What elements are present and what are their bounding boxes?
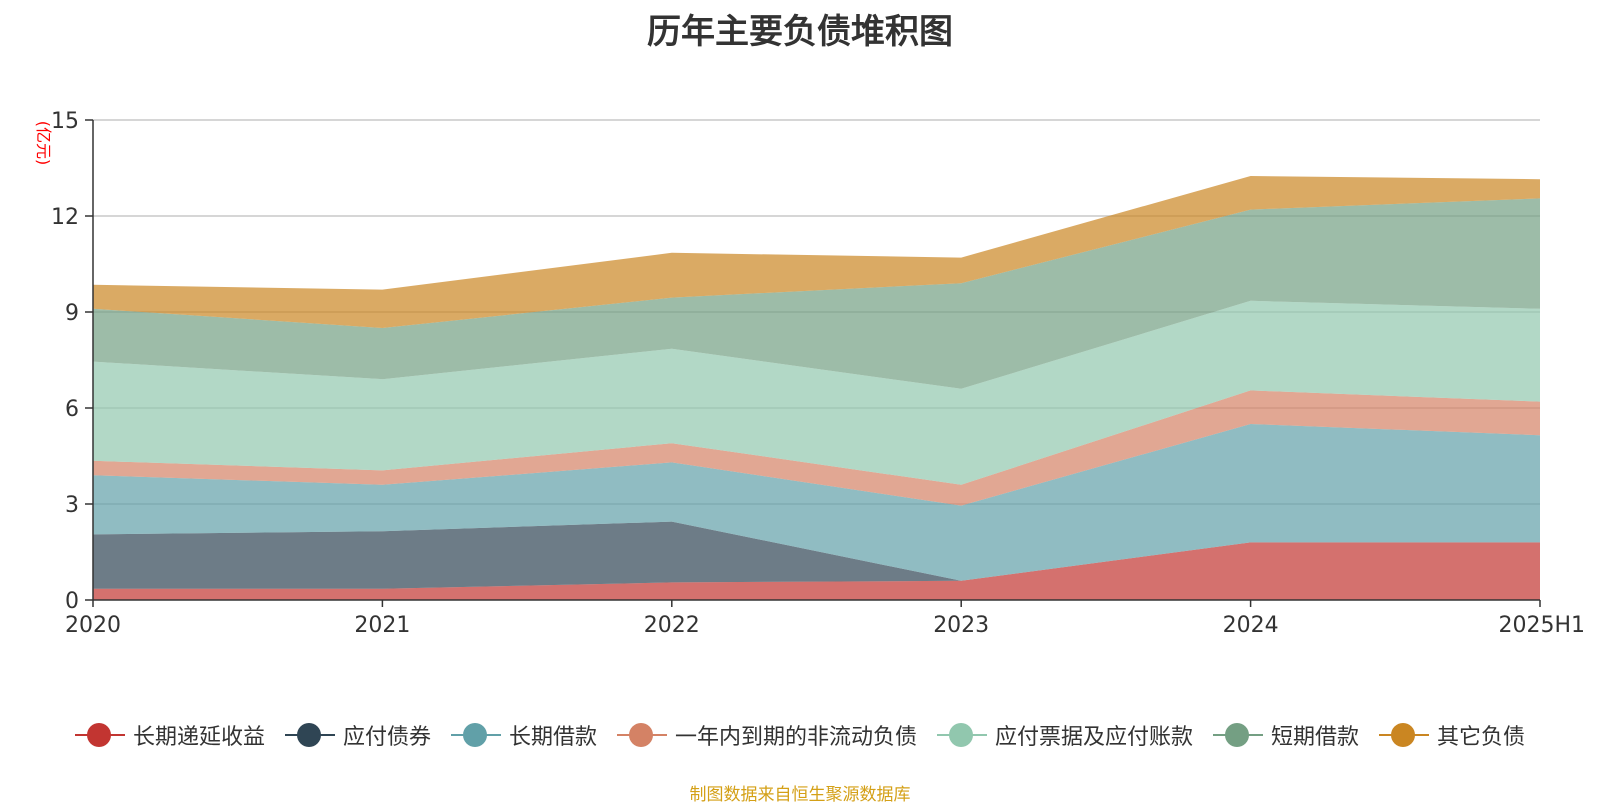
legend-item[interactable]: 应付票据及应付账款 <box>937 719 1193 751</box>
legend-marker-icon <box>616 720 667 750</box>
x-tick-label: 2020 <box>65 613 121 638</box>
legend-marker-icon <box>450 720 501 750</box>
y-tick-label: 12 <box>51 205 79 230</box>
data-source-note: 制图数据来自恒生聚源数据库 <box>689 785 911 805</box>
y-tick-label: 3 <box>65 493 79 518</box>
area-series-2 <box>93 424 1540 581</box>
y-tick-label: 15 <box>51 109 79 134</box>
area-series-5 <box>93 198 1540 389</box>
axes <box>85 119 1541 607</box>
x-tick-label: 2025H1 <box>1498 613 1585 638</box>
tick-labels: 0 3 6 9 12 15 2020 2021 2022 2023 2024 2025H1 <box>51 109 1585 638</box>
legend-marker-icon <box>1379 720 1430 750</box>
legend-item[interactable]: 长期递延收益 <box>74 719 265 751</box>
legend-marker-icon <box>1213 720 1264 750</box>
legend-item[interactable]: 一年内到期的非流动负债 <box>616 719 917 751</box>
legend-label: 一年内到期的非流动负债 <box>674 725 917 750</box>
y-axis-label: (亿元) <box>34 121 53 166</box>
y-tick-label: 9 <box>65 301 79 326</box>
area-series-4 <box>93 300 1540 485</box>
area-series <box>93 176 1540 600</box>
legend-label: 短期借款 <box>1271 725 1360 750</box>
legend: 长期递延收益 应付债券 长期借款 一年内到期的非流动负债 应付票据及应付账款 短期借款 其它… <box>0 718 1600 752</box>
legend-item[interactable]: 长期借款 <box>450 719 597 751</box>
area-series-3 <box>93 390 1540 506</box>
legend-item[interactable]: 应付债券 <box>284 719 431 751</box>
y-tick-label: 6 <box>65 397 79 422</box>
legend-marker-icon <box>937 720 987 750</box>
legend-marker-icon <box>284 720 335 750</box>
y-tick-label: 0 <box>65 589 79 614</box>
area-series-6 <box>93 176 1540 328</box>
x-tick-label: 2022 <box>644 613 700 638</box>
chart-title: 历年主要负债堆积图 <box>647 12 953 52</box>
x-tick-label: 2024 <box>1223 613 1279 638</box>
area-series-0 <box>93 542 1540 600</box>
legend-item[interactable]: 其它负债 <box>1379 719 1525 751</box>
legend-label: 应付债券 <box>342 725 431 750</box>
area-series-1 <box>93 521 1540 589</box>
legend-marker-icon <box>74 720 125 750</box>
legend-label: 其它负债 <box>1437 725 1526 750</box>
legend-label: 长期递延收益 <box>132 725 265 750</box>
x-tick-label: 2023 <box>933 613 989 638</box>
legend-label: 长期借款 <box>508 725 597 750</box>
legend-label: 应付票据及应付账款 <box>995 725 1194 750</box>
x-tick-label: 2021 <box>354 613 410 638</box>
legend-item[interactable]: 短期借款 <box>1213 719 1359 751</box>
